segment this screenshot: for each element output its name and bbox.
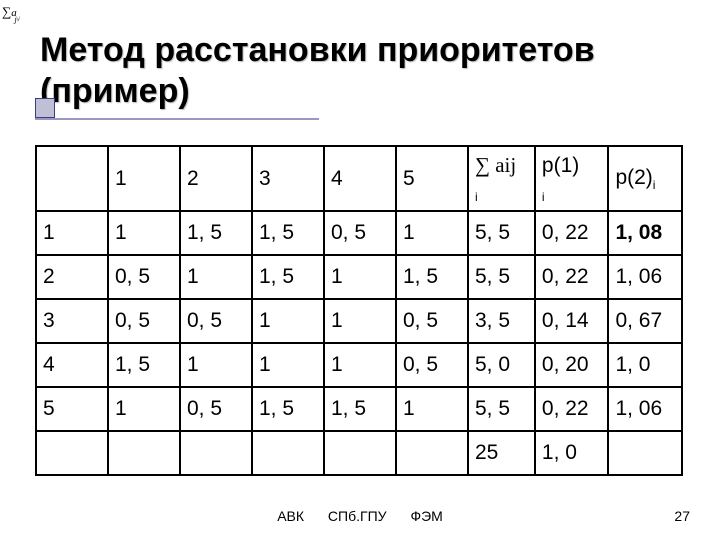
cell: 0, 22 [535,255,609,299]
header-cell: p(2)i [608,146,682,211]
title-decoration-square [35,98,55,118]
cell: 1 [108,387,180,431]
cell: 25 [468,431,535,475]
table-row: 4 1, 5 1 1 1 0, 5 5, 0 0, 20 1, 0 [36,343,682,387]
cell: 0, 14 [535,299,609,343]
table-sum-row: 25 1, 0 [36,431,682,475]
cell: 1, 5 [108,343,180,387]
cell: 1 [324,255,396,299]
cell: 0, 5 [180,299,252,343]
cell: 1, 5 [252,387,324,431]
cell: 1 [36,211,108,255]
cell: 5, 5 [468,387,535,431]
header-cell: 3 [252,146,324,211]
p1-sub-i: i [542,190,545,204]
formula-asub: ᵢⱼ [17,13,20,22]
cell: 0, 67 [608,299,682,343]
cell [36,431,108,475]
cell: 5, 5 [468,255,535,299]
footer: АВК СПб.ГПУ ФЭМ [0,508,720,524]
header-cell-sum: ∑ aij i [468,146,535,211]
cell [608,431,682,475]
cell: 1, 0 [608,343,682,387]
cell: 5 [36,387,108,431]
formula-jsub: j [14,15,16,24]
cell [396,431,468,475]
cell: 0, 5 [396,299,468,343]
table-header-row: 1 2 3 4 5 ∑ aiji p(1)i p(2)i [36,146,682,211]
cell: 0, 5 [324,211,396,255]
cell: 1 [324,343,396,387]
cell: 5, 0 [468,343,535,387]
table-row: 5 1 0, 5 1, 5 1, 5 1 5, 5 0, 22 1, 06 [36,387,682,431]
header-cell: p(1) i [535,146,609,211]
cell: 5, 5 [468,211,535,255]
cell [180,431,252,475]
p2-label: p(2) [615,166,652,189]
table-row: 2 0, 5 1 1, 5 1 1, 5 5, 5 0, 22 1, 06 [36,255,682,299]
cell: 1, 5 [396,255,468,299]
cell: 1 [180,255,252,299]
sum-sub-i: i [475,190,478,204]
cell: 1, 5 [324,387,396,431]
cell-bold: 1, 08 [608,211,682,255]
p1-label: p(1) [542,154,579,177]
header-cell: 5 [396,146,468,211]
page-number: 27 [674,508,690,524]
cell: 0, 22 [535,387,609,431]
priority-table: 1 2 3 4 5 ∑ aiji p(1)i p(2)i 1 1 1, 5 1,… [35,145,683,476]
cell: 4 [36,343,108,387]
table-row: 1 1 1, 5 1, 5 0, 5 1 5, 5 0, 22 1, 08 [36,211,682,255]
title-block: Метод расстановки приоритетов (пример) [35,30,685,112]
footer-left: АВК [277,508,304,524]
footer-center: СПб.ГПУ [328,508,387,524]
cell: 0, 5 [180,387,252,431]
table-row: 3 0, 5 0, 5 1 1 0, 5 3, 5 0, 14 0, 67 [36,299,682,343]
cell [252,431,324,475]
cell: 3 [36,299,108,343]
cell: 1, 06 [608,387,682,431]
cell: 0, 5 [396,343,468,387]
cell: 1 [252,299,324,343]
header-cell: 2 [180,146,252,211]
cell: 1, 06 [608,255,682,299]
cell: 1, 0 [535,431,609,475]
header-cell [36,146,108,211]
cell: 1 [396,211,468,255]
footer-right: ФЭМ [410,508,442,524]
cell: 1 [396,387,468,431]
cell: 0, 20 [535,343,609,387]
sum-label: ∑ aij [475,153,516,177]
cell: 0, 5 [108,299,180,343]
cell: 1, 5 [252,255,324,299]
slide: ∑aᵢⱼ j Метод расстановки приоритетов (пр… [0,0,720,540]
cell: 0, 22 [535,211,609,255]
cell: 3, 5 [468,299,535,343]
corner-formula: ∑aᵢⱼ j [2,4,25,20]
cell: 2 [36,255,108,299]
cell: 1 [324,299,396,343]
page-title: Метод расстановки приоритетов (пример) [35,30,685,112]
header-cell: 1 [108,146,180,211]
p2-sub-i: i [653,178,656,192]
cell: 1 [252,343,324,387]
cell: 1 [108,211,180,255]
header-cell: 4 [324,146,396,211]
cell: 1, 5 [252,211,324,255]
sigma-glyph: ∑ [2,4,11,19]
cell [108,431,180,475]
title-underline [35,118,319,120]
cell: 0, 5 [108,255,180,299]
cell: 1 [180,343,252,387]
cell [324,431,396,475]
cell: 1, 5 [180,211,252,255]
